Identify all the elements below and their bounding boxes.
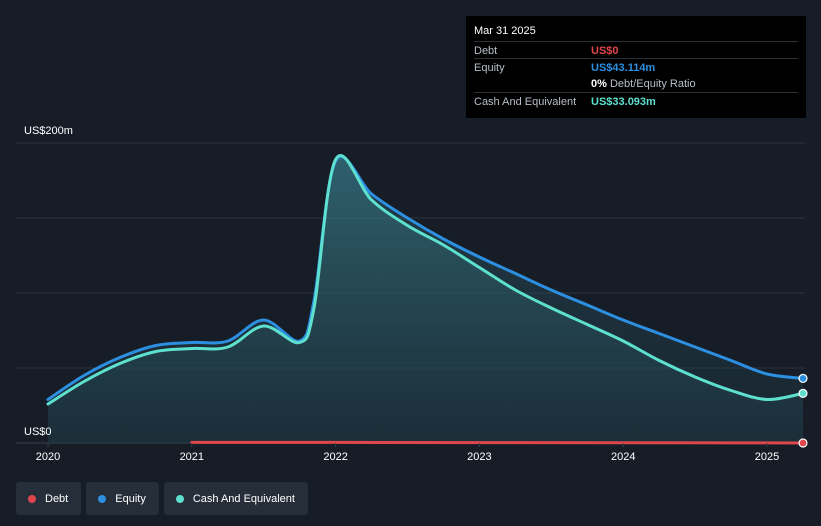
legend-label: Cash And Equivalent [192,492,295,505]
area-cash-and-equivalent [48,155,803,443]
tooltip-row-ratio: 0% Debt/Equity Ratio [474,75,798,92]
tooltip-value: US$0 [591,45,619,57]
endpoint-equity [798,373,808,383]
tooltip-label: Equity [474,62,505,74]
tooltip-row-equity: Equity US$43.114m [474,58,798,76]
tooltip-row-debt: Debt US$0 [474,41,798,59]
line-equity [46,155,805,401]
ratio-text: Debt/Equity Ratio [606,78,696,90]
x-axis: 2020 2021 2022 2023 2024 2025 [36,443,779,463]
x-tick-label: 2020 [36,451,60,463]
tooltip-row-cash: Cash And Equivalent US$33.093m [474,92,798,110]
legend-item-debt[interactable]: Debt [16,482,82,515]
tooltip-date: Mar 31 2025 [474,25,536,37]
x-tick-label: 2024 [611,451,635,463]
series-lines [46,154,805,445]
tooltip-ratio: 0% Debt/Equity Ratio [591,78,696,90]
tooltip-value: US$43.114m [591,62,656,74]
line-cash-and-equivalent [46,154,805,406]
legend: Debt Equity Cash And Equivalent [16,482,308,515]
tooltip-label: Debt [474,45,498,57]
areas [48,155,803,443]
tooltip-label: Cash And Equivalent [474,96,577,108]
ratio-value: 0% [591,78,607,90]
endpoints [798,373,808,448]
legend-item-cash[interactable]: Cash And Equivalent [163,482,308,515]
legend-label: Equity [115,492,146,505]
tooltip-value: US$33.093m [591,96,656,108]
endpoint-debt [798,438,808,448]
y-axis-label-bottom: US$0 [24,426,52,438]
x-tick-label: 2021 [180,451,204,463]
debt-dot-icon [28,494,36,503]
legend-label: Debt [45,492,69,505]
endpoint-cash-and-equivalent [798,388,808,398]
equity-dot-icon [98,494,107,503]
tooltip: Mar 31 2025 Debt US$0 Equity US$43.114m … [466,16,806,118]
y-axis-label-top: US$200m [24,125,73,137]
x-tick-label: 2022 [323,451,347,463]
x-tick-label: 2023 [467,451,491,463]
line-debt [190,440,805,445]
legend-item-equity[interactable]: Equity [86,482,159,515]
cash-dot-icon [175,494,184,503]
x-tick-label: 2025 [755,451,779,463]
